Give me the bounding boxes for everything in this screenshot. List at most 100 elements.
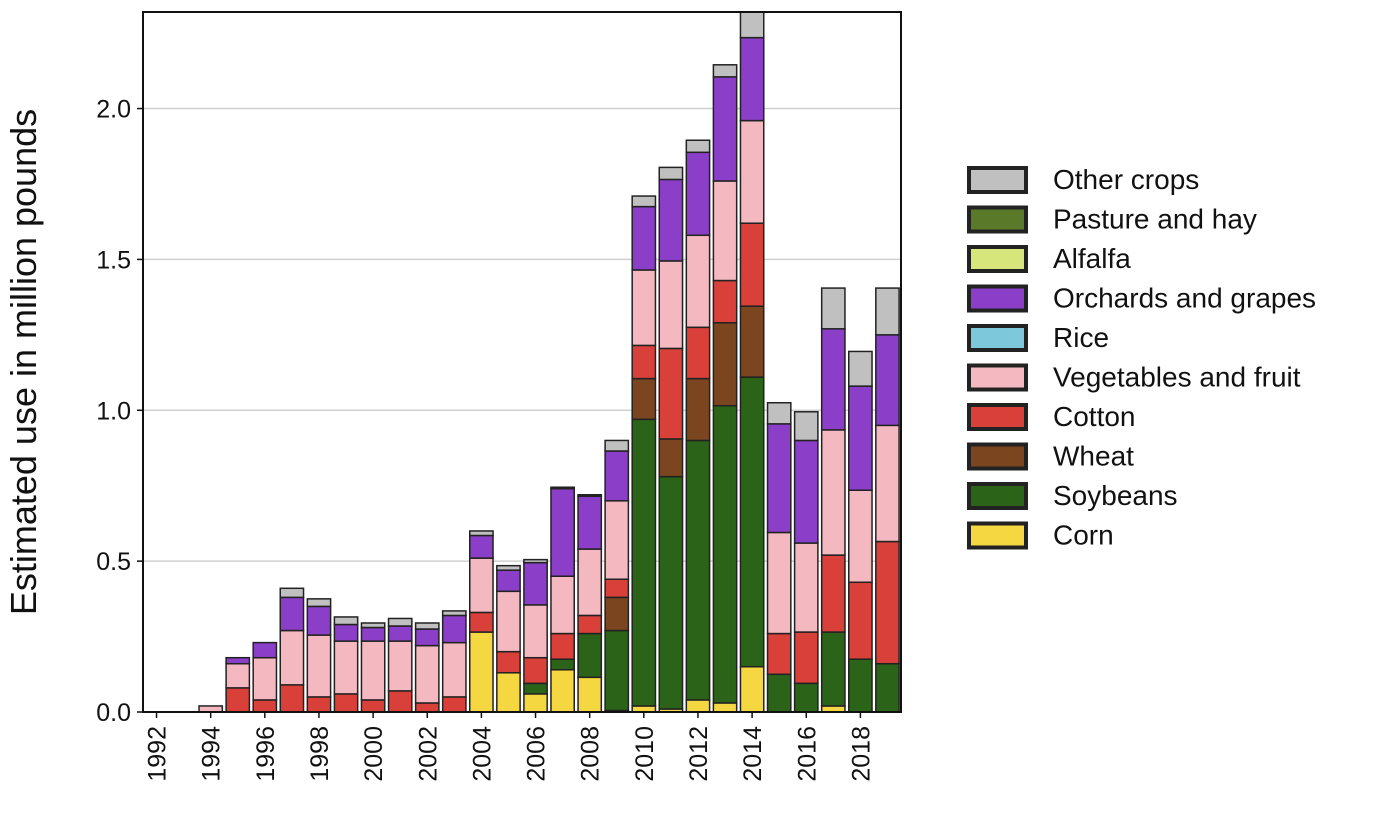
bar-segment	[469, 534, 494, 559]
bar-segment	[577, 548, 603, 617]
bar-segment	[469, 611, 494, 633]
bar-segment	[469, 631, 494, 712]
bar-segment	[279, 596, 305, 632]
bar-segment	[604, 450, 630, 502]
bar-segment	[252, 641, 278, 659]
legend-label: Corn	[1053, 520, 1114, 551]
bar-segment	[333, 640, 359, 695]
bar-segment	[469, 530, 494, 537]
bars	[198, 12, 900, 712]
bar-segment	[469, 557, 494, 614]
bar-segment	[550, 632, 575, 660]
bar-segment	[252, 699, 278, 712]
bar-segment	[387, 690, 413, 712]
y-tick-label: 1.0	[96, 397, 131, 425]
legend-label: Vegetables and fruit	[1053, 362, 1301, 393]
bar-segment	[550, 669, 575, 712]
bar-segment	[523, 558, 548, 564]
bar-segment	[496, 672, 521, 712]
legend-swatch	[967, 245, 1028, 273]
bar-segment	[739, 36, 765, 122]
bar-segment	[793, 542, 819, 633]
bar-segment	[739, 305, 765, 378]
bar-segment	[523, 656, 548, 685]
bar-segment	[631, 344, 657, 380]
bar-segment	[739, 222, 765, 307]
bar-segment	[496, 650, 521, 674]
bar-segment	[414, 644, 440, 704]
bar-segment	[766, 401, 792, 425]
bar-segment	[875, 540, 900, 665]
bar-segment	[793, 411, 819, 442]
bar-segment	[387, 625, 413, 642]
x-tick-label: 2016	[793, 726, 821, 782]
bar-segment	[577, 614, 603, 635]
legend-swatch	[967, 521, 1028, 550]
bar-segment	[550, 575, 575, 635]
y-axis-label: Estimated use in million pounds	[3, 109, 44, 615]
bar-segment	[766, 673, 792, 712]
bar-segment	[766, 531, 792, 635]
bar-segment	[820, 287, 846, 330]
bar-segment	[577, 495, 603, 550]
bar-segment	[685, 326, 711, 380]
legend-swatch	[967, 324, 1028, 352]
bar-segment	[306, 605, 332, 636]
bar-segment	[766, 632, 792, 676]
bar-segment	[848, 489, 873, 584]
bar-segment	[820, 328, 846, 431]
bar-segment	[496, 564, 521, 571]
bar-segment	[496, 590, 521, 653]
bar-segment	[333, 616, 359, 626]
x-tick-label: 1996	[252, 726, 280, 782]
bar-segment	[820, 554, 846, 633]
bar-segment	[577, 494, 603, 498]
bar-segment	[685, 699, 711, 712]
x-tick-label: 2006	[523, 726, 551, 782]
legend-label: Other crops	[1053, 164, 1199, 195]
bar-segment	[875, 662, 900, 712]
bar-segment	[414, 702, 440, 712]
y-tick-label: 1.5	[96, 246, 131, 274]
legend-label: Cotton	[1053, 401, 1136, 432]
bar-segment	[739, 665, 765, 712]
bar-segment	[712, 702, 738, 712]
bar-segment	[875, 334, 900, 427]
legend-label: Wheat	[1053, 441, 1134, 472]
bar-segment	[820, 429, 846, 556]
bar-segment	[658, 347, 684, 440]
bar-segment	[875, 287, 900, 336]
bar-segment	[387, 617, 413, 627]
legend-swatch	[967, 403, 1028, 431]
bar-segment	[685, 234, 711, 329]
bar-segment	[414, 628, 440, 647]
x-tick-label: 2014	[739, 726, 767, 782]
bar-segment	[685, 439, 711, 701]
x-tick-label: 2000	[360, 726, 388, 782]
x-tick-label: 2018	[847, 726, 875, 782]
legend-label: Soybeans	[1053, 480, 1178, 511]
bar-segment	[604, 629, 630, 712]
bar-segment	[604, 439, 630, 452]
bar-segment	[712, 322, 738, 407]
legend-label: Orchards and grapes	[1053, 283, 1316, 314]
bar-segment	[685, 377, 711, 442]
bar-segment	[712, 76, 738, 182]
bar-segment	[739, 12, 765, 39]
bar-segment	[252, 656, 278, 701]
bar-segment	[496, 569, 521, 593]
bar-segment	[441, 696, 467, 712]
legend-swatch	[967, 482, 1028, 510]
bar-segment	[739, 119, 765, 224]
x-tick-label: 1994	[198, 726, 226, 782]
bar-segment	[279, 629, 305, 686]
bar-segment	[712, 405, 738, 704]
bar-segment	[631, 418, 657, 707]
bar-segment	[550, 486, 575, 490]
bar-segment	[360, 699, 386, 712]
y-tick-label: 2.0	[96, 96, 131, 124]
bar-segment	[414, 622, 440, 630]
legend-label: Alfalfa	[1053, 243, 1131, 274]
bar-segment	[848, 658, 873, 712]
